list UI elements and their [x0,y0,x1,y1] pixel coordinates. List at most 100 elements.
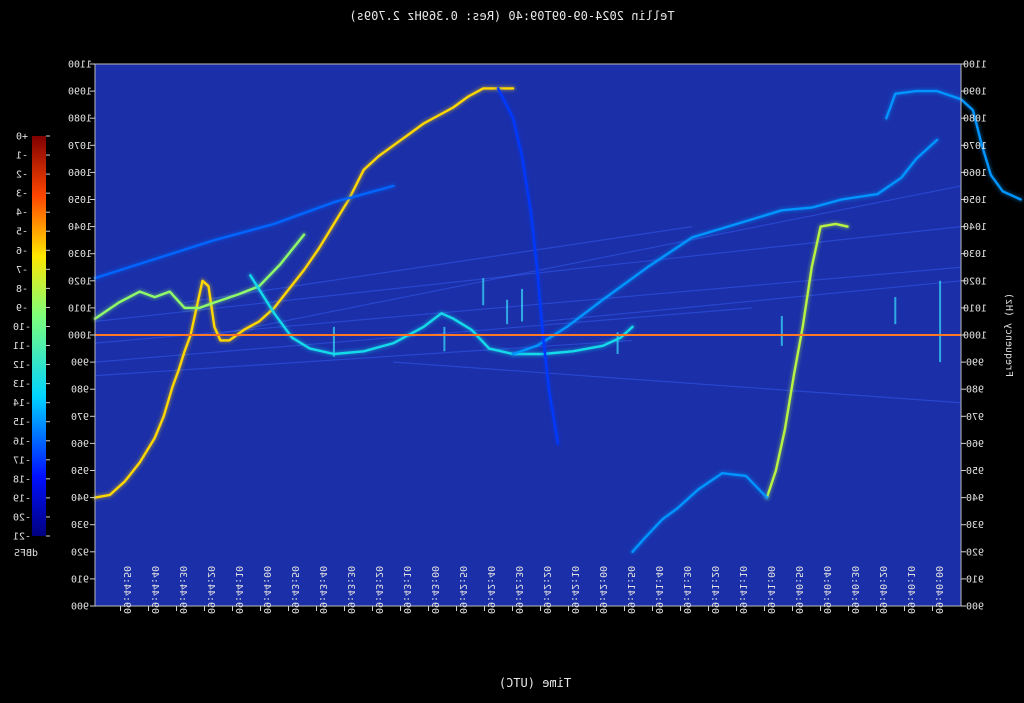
y-tick-label: 1070 [963,141,987,152]
y-axis-left: 900 910 920 930 940 950 960 970 980 990 1000 1010 10… [68,60,95,613]
signal-trace [511,138,939,356]
x-tick-label: 09:42:10 [569,566,580,614]
faint-streak [214,185,962,336]
colorbar-tick-label: -6 [16,246,28,257]
y-tick-label: 1040 [963,222,987,233]
y-tick-label: 930 [966,520,984,531]
y-tick-label: 900 [71,602,89,613]
x-tick-label: 09:42:00 [597,566,608,614]
colorbar-tick-label: -12 [13,360,31,371]
colorbar-tick-label: -16 [13,436,31,447]
x-tick-label: 09:43:20 [373,566,384,614]
y-tick-label: 1040 [68,222,92,233]
x-tick-label: 09:42:50 [457,566,468,614]
x-tick-label: 09:42:30 [513,566,524,614]
y-tick-label: 990 [966,358,984,369]
colorbar-tick-label: -13 [13,379,31,390]
x-axis: 09:44:50 09:44:40 09:44:30 09:44:20 09:44:10… [120,566,944,614]
colorbar-tick-label: +0 [16,132,28,143]
y-tick-label: 980 [71,385,89,396]
x-tick-label: 09:41:00 [765,566,776,614]
y-tick-label: 1000 [963,331,987,342]
y-tick-label: 1030 [68,249,92,260]
x-tick-label: 09:44:20 [205,566,216,614]
x-tick-label: 09:44:00 [261,566,272,614]
y-tick-label: 910 [966,574,984,585]
signal-trace [249,274,634,356]
y-tick-label: 910 [71,574,89,585]
x-tick-label: 09:42:20 [541,566,552,614]
x-tick-label: 09:40:40 [821,566,832,614]
y-tick-label: 1010 [68,303,92,314]
y-tick-label: 1000 [68,331,92,342]
y-tick-label: 980 [966,385,984,396]
y-tick-label: 990 [71,358,89,369]
x-tick-label: 09:40:10 [905,566,916,614]
y-tick-label: 1060 [963,168,987,179]
x-tick-label: 09:40:30 [849,566,860,614]
signal-trace [93,184,395,280]
y-tick-label: 950 [966,466,984,477]
colorbar-label: dBFS [14,548,38,559]
x-tick-label: 09:44:40 [149,566,160,614]
signal-trace [496,87,560,445]
y-tick-label: 920 [966,547,984,558]
colorbar-tick-label: -4 [16,208,28,219]
y-tick-label: 1050 [963,195,987,206]
colorbar-tick-label: -9 [16,303,28,314]
x-tick-label: 09:44:10 [233,566,244,614]
y-tick-label: 1020 [68,276,92,287]
x-tick-label: 09:41:50 [625,566,636,614]
y-tick-label: 970 [71,412,89,423]
y-tick-label: 940 [966,493,984,504]
colorbar-tick-label: -21 [13,532,31,543]
y-tick-label: 1080 [963,114,987,125]
colorbar-tick-label: -17 [13,455,31,466]
x-tick-label: 09:44:30 [177,566,188,614]
y-tick-label: 1020 [963,276,987,287]
y-tick-label: 1070 [68,141,92,152]
y-tick-label: 1010 [963,303,987,314]
x-tick-label: 09:41:10 [737,566,748,614]
colorbar-tick-label: -3 [16,189,28,200]
faint-streak [393,361,962,404]
y-axis-right: 900 910 920 930 940 950 960 970 980 990 1000 1010 10… [961,60,987,613]
y-tick-label: 920 [71,547,89,558]
colorbar-tick-label: -14 [13,398,31,409]
y-tick-label: 900 [966,602,984,613]
x-tick-label: 09:40:20 [877,566,888,614]
x-tick-label: 09:40:50 [793,566,804,614]
colorbar-tick-label: -20 [13,512,31,523]
x-tick-label: 09:43:10 [401,566,412,614]
colorbar-tick-label: -10 [13,322,31,333]
x-tick-label: 09:43:30 [345,566,356,614]
y-tick-label: 1100 [68,60,92,71]
x-tick-label: 09:41:20 [709,566,720,614]
signal-trace [885,89,1022,201]
y-tick-label: 1050 [68,195,92,206]
x-tick-label: 09:43:00 [429,566,440,614]
signal-trace [93,87,515,499]
signal-traces [92,85,1024,555]
x-tick-label: 09:41:40 [653,566,664,614]
x-tick-label: 09:41:30 [681,566,692,614]
y-tick-label: 1090 [963,87,987,98]
colorbar-tick-label: -8 [16,284,28,295]
colorbar-tick-label: -18 [13,474,31,485]
y-tick-label: 1090 [68,87,92,98]
x-tick-label: 09:43:50 [289,566,300,614]
y-tick-label: 950 [71,466,89,477]
y-axis-label: Frequency (Hz) [1003,293,1014,377]
x-tick-label: 09:43:40 [317,566,328,614]
colorbar-tick-label: -1 [16,151,28,162]
y-tick-label: 1080 [68,114,92,125]
colorbar-tick-label: -19 [13,493,31,504]
x-tick-label: 09:44:50 [121,566,132,614]
faint-streaks [94,185,962,404]
y-tick-label: 960 [71,439,89,450]
colorbar-tick-label: -11 [13,341,31,352]
x-tick-label: 09:40:00 [933,566,944,614]
colorbar-tick-label: -5 [16,227,28,238]
faint-streak [184,226,693,304]
